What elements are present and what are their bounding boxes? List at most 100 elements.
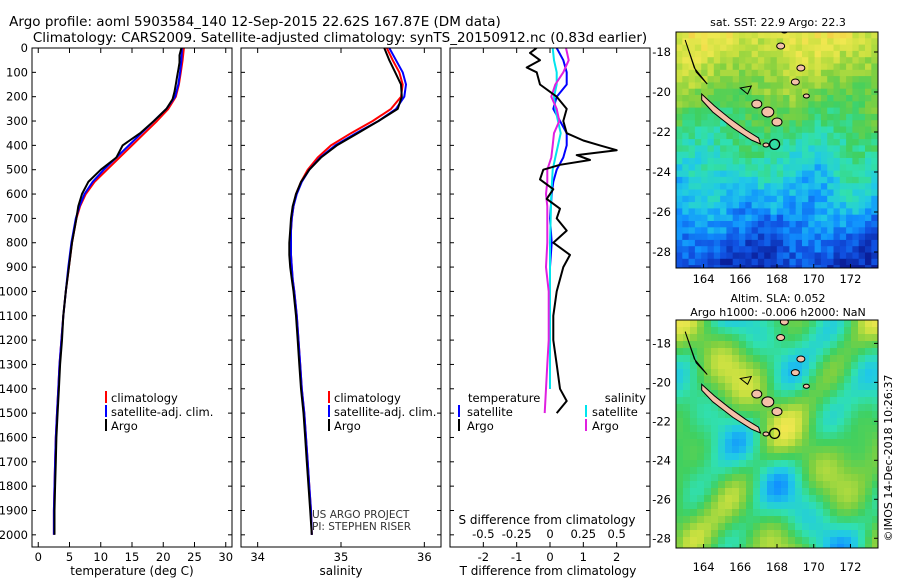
sla-cell [816,544,824,548]
x-tick-label: -1 [511,550,522,564]
sla-cell [753,523,761,531]
sst-cell [770,113,778,121]
sla-cell [788,446,796,454]
sla-cell [690,397,698,405]
sla-cell [858,495,866,503]
sla-cell [732,418,740,426]
sst-cell [707,32,715,39]
new-caledonia-island [701,92,762,145]
sla-cell [816,537,824,545]
sst-cell [757,239,765,247]
sla-cell [816,376,824,384]
sst-cell [858,221,866,228]
sla-cell [774,355,782,363]
sst-cell [814,252,822,260]
sst-cell [701,139,708,146]
sst-cell [701,246,708,253]
sla-cell [795,530,803,538]
small-island [790,78,800,86]
sla-cell [732,537,740,545]
sla-cell [746,495,754,503]
sst-cell [795,233,803,241]
sla-cell [711,369,719,377]
sst-cell [713,76,721,83]
sst-cell [776,32,784,39]
sst-cell [745,214,752,222]
sst-cell [688,227,696,234]
sst-cell [833,88,841,96]
sst-cell [808,195,815,203]
sla-cell [795,474,803,482]
sla-cell [704,334,712,342]
sst-cell [732,227,740,234]
sst-cell [682,88,689,96]
sst-cell [827,126,834,134]
sla-cell [781,348,789,356]
sst-cell [846,139,853,146]
map-lat-label: -26 [652,492,671,506]
sst-cell [833,69,841,77]
sla-cell [725,341,733,349]
x-tick-label: 10 [93,550,108,564]
sst-cell [871,151,878,159]
sst-cell [713,189,721,197]
sla-cell [816,404,824,412]
sst-cell [701,183,708,190]
sst-cell [713,164,721,171]
sst-cell [720,214,727,222]
sla-cell [837,439,845,447]
sst-cell [852,132,860,140]
sla-cell [683,523,691,531]
sst-cell [676,246,683,253]
sst-cell [833,227,841,234]
sla-cell [697,460,705,468]
sla-cell [732,544,740,548]
sst-cell [814,265,822,268]
sst-cell [720,170,727,178]
sst-cell [707,107,715,115]
sla-map-title2: Argo h1000: -0.006 h2000: NaN [690,306,866,319]
sst-cell [858,126,866,134]
sst-cell [783,126,790,134]
sst-cell [839,221,847,228]
sla-cell [802,390,810,398]
sst-cell [707,113,715,121]
sst-cell [820,44,828,52]
sst-cell [789,63,797,71]
sla-cell [844,362,852,370]
sla-cell [676,474,684,482]
sst-cell [783,189,790,197]
sst-cell [751,107,759,115]
sla-cell [816,488,824,496]
map-lat-label: -24 [652,165,671,179]
sla-cell [872,453,878,461]
sst-cell [820,246,828,253]
sst-cell [808,258,815,266]
sst-cell [688,221,696,228]
sla-cell [851,537,859,545]
sst-cell [713,233,721,241]
sst-cell [827,214,834,222]
sst-cell [764,214,771,222]
sst-cell [839,101,847,108]
sst-cell [682,164,689,171]
sla-cell [774,523,782,531]
sla-cell [809,502,817,510]
sla-cell [802,502,810,510]
sla-cell [837,390,845,398]
sst-cell [814,82,822,90]
sst-cell [745,82,752,90]
sla-cell [718,411,726,419]
sst-cell [688,120,696,127]
sst-cell [783,69,790,77]
sst-cell [770,252,778,260]
sst-cell [795,195,803,203]
sst-cell [726,145,734,153]
sst-cell [827,258,834,266]
sla-cell [718,425,726,433]
sst-cell [713,265,721,268]
sst-cell [877,32,878,39]
sla-cell [858,509,866,517]
sla-cell [760,530,768,538]
sst-cell [713,195,721,203]
